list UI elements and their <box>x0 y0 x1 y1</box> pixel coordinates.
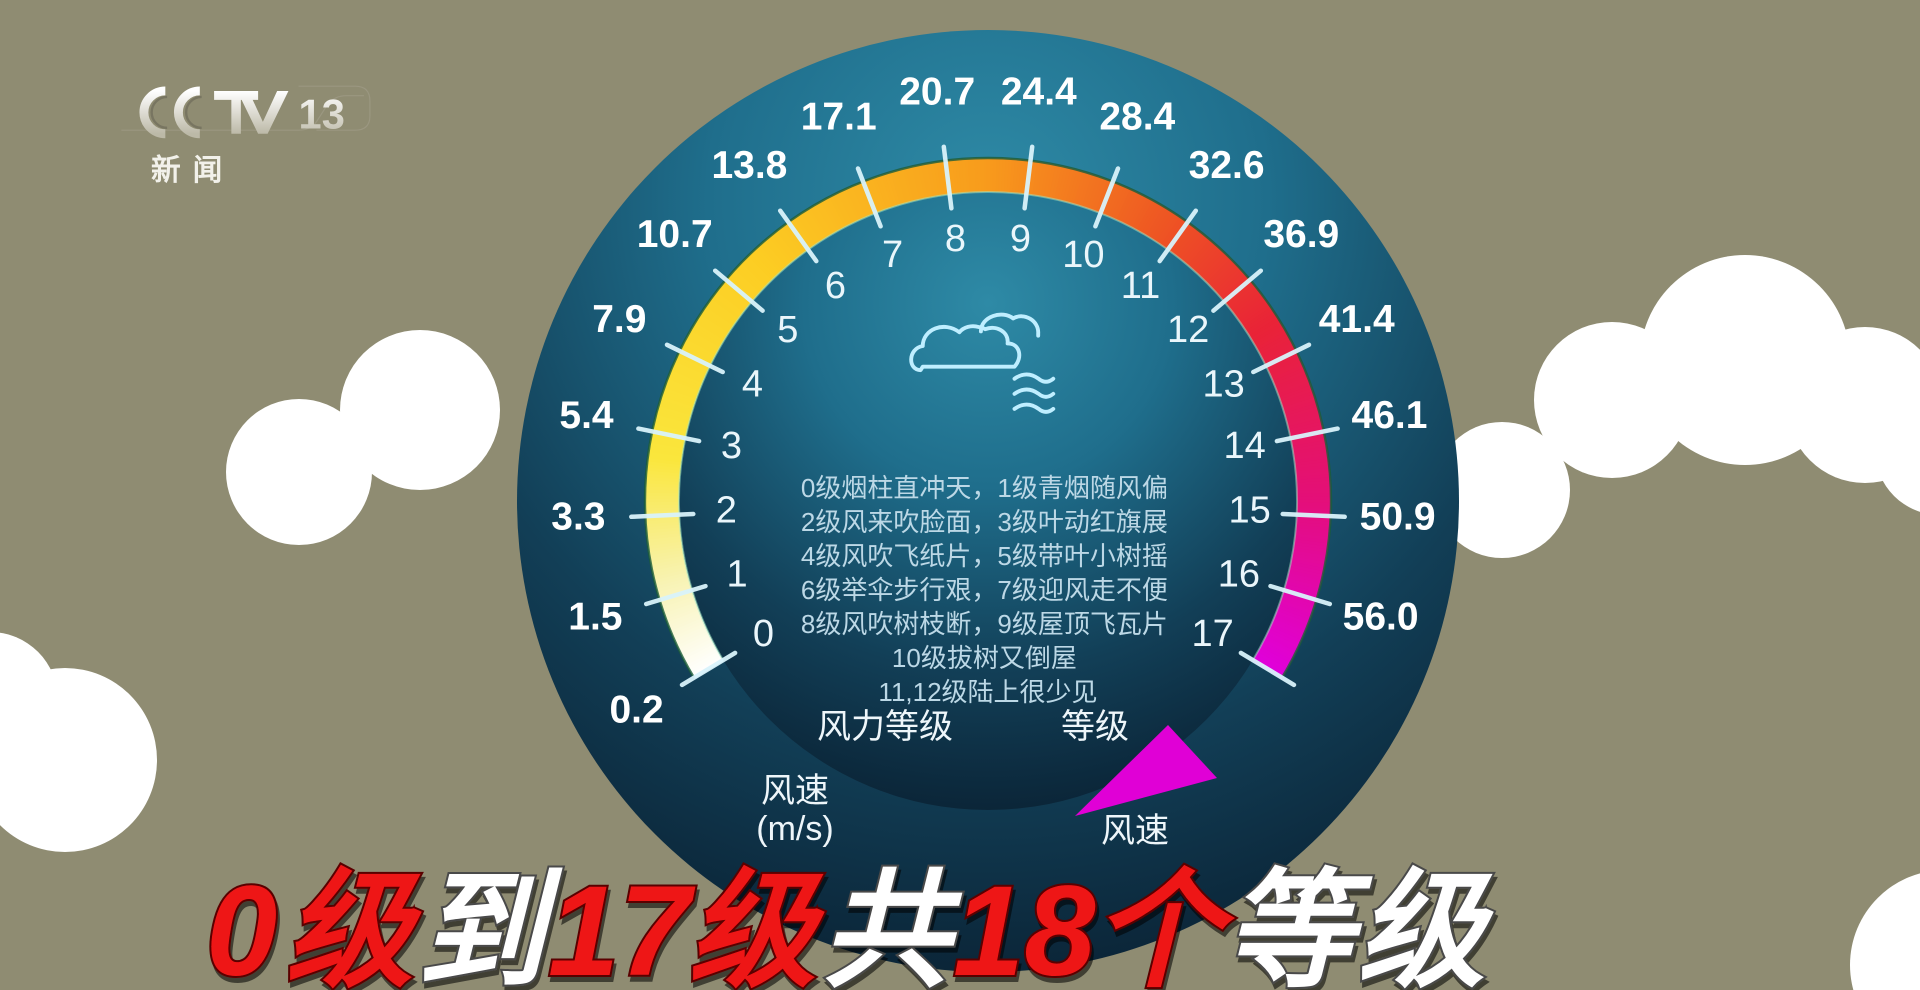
svg-text:等: 等 <box>1225 860 1373 990</box>
svg-text:17: 17 <box>548 860 696 990</box>
svg-text:0: 0 <box>206 860 277 990</box>
svg-text:18: 18 <box>953 860 1095 990</box>
svg-text:共: 共 <box>822 860 963 990</box>
svg-text:级: 级 <box>1357 860 1494 990</box>
svg-text:级: 级 <box>688 860 825 990</box>
svg-text:级: 级 <box>285 860 422 990</box>
svg-text:到: 到 <box>417 860 563 990</box>
svg-text:个: 个 <box>1093 860 1236 990</box>
